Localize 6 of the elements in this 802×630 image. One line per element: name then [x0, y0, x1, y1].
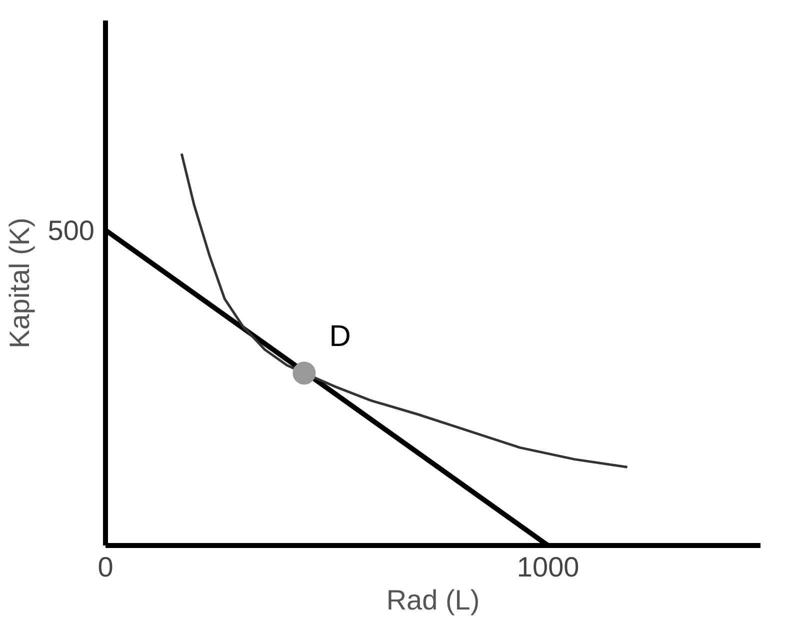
x-tick-label: 0 [98, 552, 114, 582]
x-tick-label: 1000 [516, 552, 580, 582]
annotation: 500 [48, 215, 94, 246]
annotation: D [329, 320, 351, 354]
x-axis-title: Rad (L) [386, 584, 480, 616]
y-axis-title: Kapital (K) [4, 218, 35, 348]
